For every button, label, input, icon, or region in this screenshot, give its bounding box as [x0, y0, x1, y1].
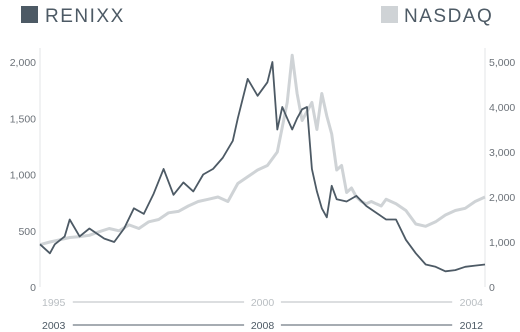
x-axis-nasdaq-label: 2000 [251, 297, 275, 309]
legend-swatch-nasdaq [381, 6, 398, 23]
y-tick-left: 1,000 [10, 170, 36, 182]
x-axis-renixx-label: 2012 [460, 320, 484, 332]
y-tick-right: 0 [489, 282, 495, 294]
y-tick-right: 1,000 [489, 237, 515, 249]
x-axis-renixx-period: 2003 2008 2012 [42, 320, 483, 332]
y-tick-left: 2,000 [10, 57, 36, 69]
series-line-nasdaq [39, 53, 486, 247]
x-axis-nasdaq-label: 1995 [42, 297, 66, 309]
y-axis-left-ticks: 0 500 1,000 1,500 2,000 [10, 57, 36, 294]
x-axis-nasdaq-period: 1995 2000 2004 [42, 297, 483, 309]
y-tick-left: 1,500 [10, 113, 36, 125]
x-axis-renixx-label: 2008 [251, 320, 275, 332]
y-tick-right: 4,000 [489, 102, 515, 114]
y-tick-left: 0 [30, 282, 36, 294]
legend-label-nasdaq: NASDAQ [404, 6, 493, 27]
series-line-renixx [39, 61, 486, 273]
legend-label-renixx: RENIXX [45, 6, 125, 27]
x-axis-renixx-label: 2003 [42, 320, 66, 332]
y-tick-right: 2,000 [489, 192, 515, 204]
x-axis-nasdaq-label: 2004 [460, 297, 484, 309]
y-tick-right: 5,000 [489, 57, 515, 69]
legend-swatch-renixx [21, 6, 38, 23]
y-axis-right-ticks: 0 1,000 2,000 3,000 4,000 5,000 [489, 57, 515, 294]
y-tick-left: 500 [18, 226, 36, 238]
y-tick-right: 3,000 [489, 147, 515, 159]
